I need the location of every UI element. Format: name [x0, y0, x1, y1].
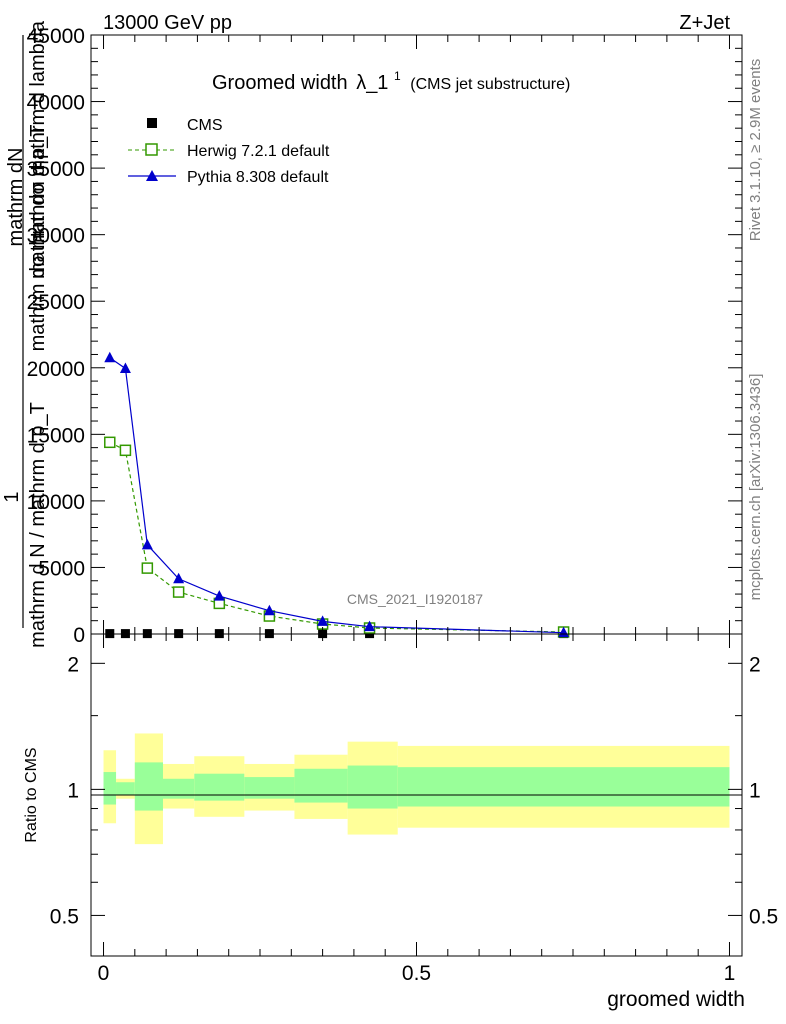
ratio-x-ticks: 0 0.5 1	[98, 634, 736, 985]
main-y-tick-label: 20000	[27, 358, 85, 381]
ratio-x-tick-label: 0.5	[402, 962, 431, 985]
main-y-tick-label: 30000	[27, 225, 85, 248]
pythia-data-point	[119, 362, 131, 373]
ratio-y-tick-label-right: 1	[749, 779, 761, 802]
herwig-data-point	[119, 444, 132, 457]
legend-cms-label: CMS	[187, 117, 223, 134]
main-y-tick-label: 40000	[27, 92, 85, 115]
y-label-den-1: mathrm d N / mathrm d p_T	[27, 402, 49, 648]
y-label-numerator: 1	[1, 491, 23, 502]
ratio-panel: 0.5 0.51 12 2 0 0.5 1 Ratio to CMS groomed wi…	[23, 633, 778, 1011]
main-series	[104, 351, 570, 639]
chart-title-lambda: λ_1	[356, 72, 388, 94]
analysis-watermark: CMS_2021_I1920187	[347, 591, 483, 607]
main-y-tick-label: 0	[73, 624, 85, 647]
legend-herwig-label: Herwig 7.2.1 default	[187, 143, 330, 160]
main-x-ticks	[103, 35, 730, 634]
ratio-y-tick-label-right: 0.5	[749, 905, 778, 928]
pythia-data-point	[364, 620, 376, 632]
ratio-inner-band	[244, 777, 295, 799]
pythia-data-point	[173, 572, 185, 584]
ratio-y-tick-label: 0.5	[50, 905, 79, 928]
main-y-tick-label: 15000	[27, 424, 85, 447]
ratio-x-tick-label: 1	[724, 962, 736, 985]
ratio-inner-band	[116, 782, 135, 795]
pythia-data-point	[141, 538, 153, 550]
chart-title-main: Groomed width	[212, 72, 348, 94]
ratio-inner-band	[103, 772, 117, 805]
ratio-inner-band	[162, 778, 195, 799]
pythia-data-point	[213, 590, 225, 601]
main-panel: 0 5000 10000 15000 20000 25000 30000 35000 40000…	[1, 20, 743, 648]
main-y-tick-label: 10000	[27, 491, 85, 514]
herwig-data-point	[104, 436, 116, 449]
ratio-inner-band	[347, 765, 398, 809]
x-axis-label: groomed width	[607, 988, 745, 1011]
chart-title: Groomed width λ_1 1 (CMS jet substructur…	[212, 63, 570, 94]
pythia-data-point	[317, 615, 329, 626]
pythia-data-point	[263, 604, 275, 616]
ratio-frame	[90, 633, 743, 957]
main-y-axis-label: 1 mathrm d N / mathrm d p_T mathrm dσ ma…	[1, 20, 49, 648]
y-label-den-3: mathrm dN	[5, 148, 27, 247]
series-line-1	[109, 441, 564, 633]
ratio-y-axis-label: Ratio to CMS	[23, 747, 40, 842]
chart-title-sub: (CMS jet substructure)	[410, 76, 570, 93]
y-label-den-2: mathrm dσ mathrm d p_T	[27, 125, 49, 352]
rivet-label: Rivet 3.1.10, ≥ 2.9M events	[747, 59, 764, 242]
legend-herwig-marker	[145, 143, 158, 156]
main-y-tick-label: 35000	[27, 158, 85, 181]
legend: CMS Herwig 7.2.1 default Pythia 8.308 de…	[128, 117, 330, 186]
legend-pythia-marker	[146, 170, 158, 181]
ratio-bands	[103, 733, 730, 845]
ratio-x-tick-label: 0	[98, 962, 110, 985]
main-y-tick-label: 45000	[27, 25, 85, 48]
energy-label: 13000 GeV pp	[103, 12, 232, 34]
y-label-den-4: mathrm dσ mathrm d lambda	[27, 20, 49, 279]
pythia-data-point	[104, 351, 116, 363]
mcplots-label: mcplots.cern.ch [arXiv:1306.3436]	[747, 374, 764, 601]
ratio-inner-band	[294, 768, 348, 803]
main-y-tick-label: 25000	[27, 291, 85, 314]
ratio-y-tick-label-right: 2	[749, 653, 761, 676]
ratio-y-tick-label: 2	[67, 653, 79, 676]
ratio-y-tick-label: 1	[67, 779, 79, 802]
pythia-data-point	[558, 626, 570, 638]
legend-pythia-label: Pythia 8.308 default	[187, 169, 329, 186]
ratio-inner-band	[134, 762, 163, 811]
herwig-data-point	[141, 562, 154, 574]
ratio-inner-band	[397, 767, 730, 807]
ratio-y-ticks: 0.5 0.5 1 1 2 2	[50, 653, 778, 928]
herwig-data-point	[172, 586, 185, 598]
legend-cms-marker	[147, 118, 157, 128]
main-y-ticks: 0 5000 10000 15000 20000 25000 30000 35000 40000…	[27, 25, 742, 647]
process-label: Z+Jet	[679, 12, 730, 34]
main-y-tick-label: 5000	[38, 557, 85, 580]
ratio-inner-band	[194, 773, 245, 801]
chart-title-sup: 1	[394, 69, 401, 83]
